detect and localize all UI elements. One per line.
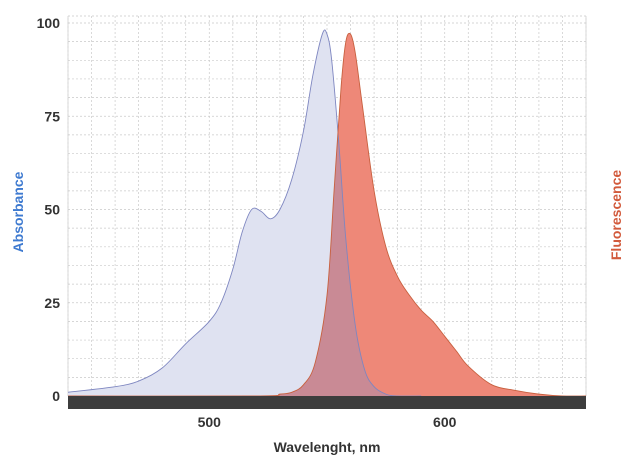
y-tick-label: 100 bbox=[37, 15, 61, 31]
x-axis-title: Wavelenght, nm bbox=[274, 439, 381, 455]
overlap-area bbox=[68, 33, 422, 397]
tick-labels: 0 25 50 75 100 500 600 bbox=[37, 15, 457, 430]
x-tick-label: 500 bbox=[198, 414, 222, 430]
y-tick-label: 75 bbox=[44, 108, 60, 124]
x-tick-label: 600 bbox=[433, 414, 457, 430]
absorbance-line bbox=[67, 29, 422, 397]
series-group bbox=[67, 29, 587, 397]
y-tick-label: 25 bbox=[44, 295, 60, 311]
x-axis-band bbox=[68, 396, 586, 409]
y-tick-label: 50 bbox=[44, 202, 60, 218]
y-axis-title-left: Absorbance bbox=[10, 171, 26, 252]
y-axis-title-right: Fluorescence bbox=[608, 170, 624, 260]
y-tick-label: 0 bbox=[52, 388, 60, 404]
fluorescence-line bbox=[67, 32, 587, 397]
